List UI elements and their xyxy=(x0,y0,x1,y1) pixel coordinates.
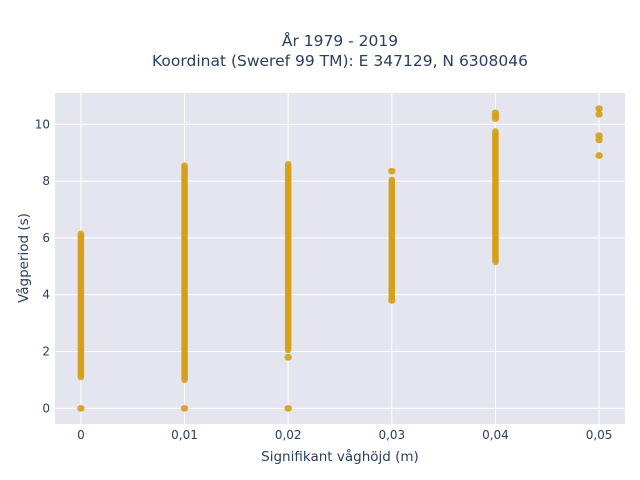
data-point xyxy=(388,176,396,183)
data-point xyxy=(77,230,85,237)
data-point xyxy=(596,105,603,112)
y-tick-label: 8 xyxy=(42,174,50,188)
data-point xyxy=(389,167,396,175)
data-point xyxy=(285,353,293,361)
x-tick-label: 0,05 xyxy=(586,428,613,442)
x-tick-label: 0,03 xyxy=(378,428,405,442)
data-point xyxy=(181,162,188,169)
y-tick-label: 2 xyxy=(42,345,50,359)
x-tick-label: 0,02 xyxy=(275,428,302,442)
data-point xyxy=(492,128,499,135)
chart-subtitle: Koordinat (Sweref 99 TM): E 347129, N 63… xyxy=(152,52,528,70)
data-point xyxy=(78,405,85,412)
data-point xyxy=(596,136,603,144)
x-tick-label: 0,01 xyxy=(171,428,198,442)
plot-area xyxy=(55,93,625,424)
data-point xyxy=(596,111,603,118)
data-point xyxy=(492,109,500,117)
y-tick-label: 4 xyxy=(42,288,50,302)
x-axis-title: Signifikant våghöjd (m) xyxy=(261,448,419,465)
data-point xyxy=(285,405,293,412)
data-point xyxy=(389,297,396,304)
data-point xyxy=(596,152,603,159)
y-tick-label: 10 xyxy=(35,117,50,131)
data-point xyxy=(181,405,189,412)
y-tick-label: 6 xyxy=(42,231,50,245)
y-tick-label: 0 xyxy=(42,401,50,415)
chart-title: År 1979 - 2019 xyxy=(282,31,398,50)
data-points xyxy=(77,105,603,412)
y-axis-title: Vågperiod (s) xyxy=(15,213,32,303)
x-tick-label: 0 xyxy=(77,428,85,442)
x-tick-label: 0,04 xyxy=(482,428,509,442)
tick-labels: 0 0,01 0,02 0,03 0,04 0,05 0 2 4 6 8 10 xyxy=(35,117,613,442)
data-point xyxy=(284,160,292,168)
